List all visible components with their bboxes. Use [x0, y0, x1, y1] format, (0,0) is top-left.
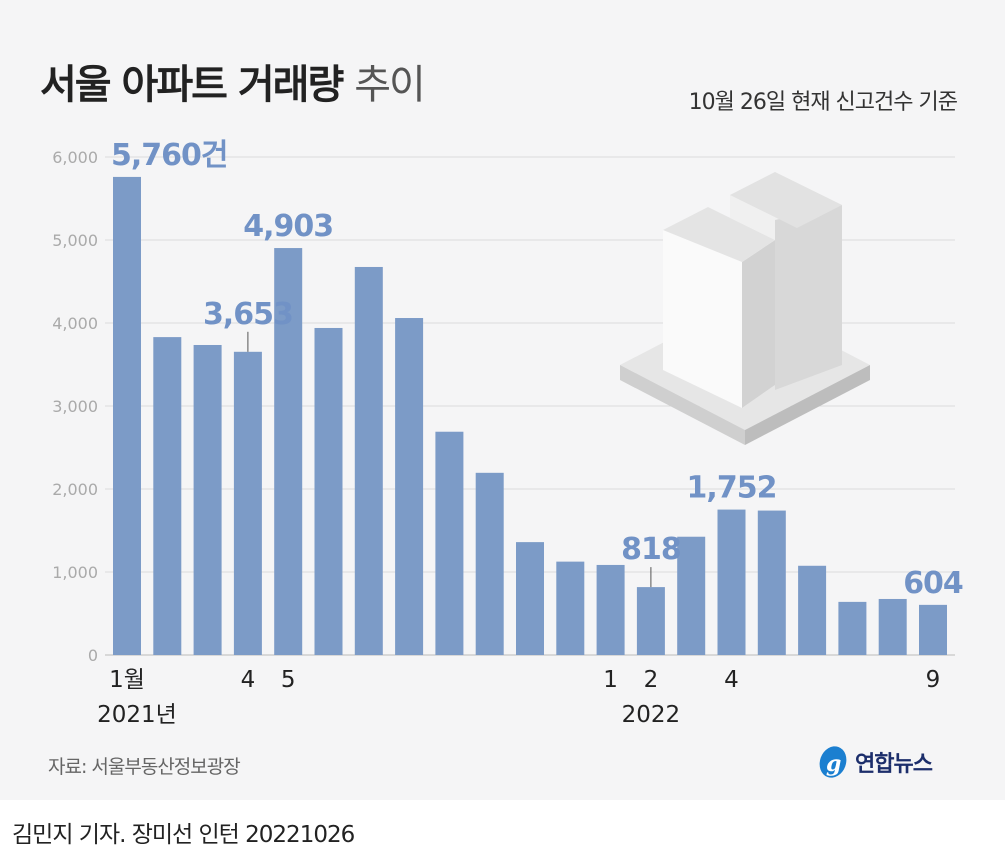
x-tick-label: 5	[281, 667, 296, 693]
bar	[153, 337, 182, 655]
bar	[314, 327, 343, 655]
data-label: 604	[903, 566, 963, 601]
bar	[919, 604, 947, 655]
bar	[354, 266, 383, 655]
yonhap-logo: g 연합뉴스	[817, 745, 933, 779]
x-tick-label: 4	[241, 667, 256, 693]
x-tick-label: 1	[603, 667, 618, 693]
bar	[475, 472, 504, 655]
data-label: 1,752	[687, 471, 777, 506]
bar-chart: 0 1,000 2,000 3,000 4,000 5,000 6,000 1월 2021년 4…	[52, 138, 964, 728]
data-label: 3,653	[203, 297, 293, 332]
y-tick-label: 2,000	[52, 480, 98, 499]
bar	[878, 598, 907, 655]
bar	[113, 176, 141, 656]
chart-subtitle: 10월 26일 현재 신고건수 기준	[688, 90, 958, 115]
building-illustration	[620, 172, 870, 445]
yonhap-logo-icon: g	[819, 746, 847, 778]
y-tick-label: 5,000	[52, 231, 98, 250]
x-year-label: 2022	[622, 702, 681, 728]
bar	[233, 351, 262, 655]
y-tick-label: 6,000	[52, 148, 98, 167]
bar	[757, 510, 786, 655]
chart-title: 서울 아파트 거래량 추이	[40, 62, 426, 108]
bar	[395, 318, 424, 655]
bar	[435, 431, 464, 655]
bar	[717, 509, 746, 655]
bar	[596, 564, 625, 655]
source-note: 자료: 서울부동산정보광장	[48, 756, 241, 778]
data-label: 4,903	[243, 209, 333, 244]
bar	[798, 565, 827, 655]
data-label: 818	[621, 532, 681, 567]
data-label: 5,760건	[111, 138, 228, 173]
bar	[677, 536, 706, 655]
bar	[516, 542, 544, 655]
y-tick-label: 3,000	[52, 397, 98, 416]
x-tick-label: 1월	[109, 667, 145, 693]
bar	[274, 248, 303, 655]
bar	[636, 587, 665, 655]
y-tick-label: 1,000	[52, 563, 98, 582]
svg-text:g: g	[826, 751, 841, 777]
bar	[838, 601, 867, 655]
bar	[193, 344, 222, 655]
y-tick-label: 4,000	[52, 314, 98, 333]
credit-line: 김민지 기자. 장미선 인턴 20221026	[12, 822, 355, 848]
x-tick-label: 2	[644, 667, 659, 693]
x-year-label: 2021년	[97, 702, 177, 728]
x-tick-label: 9	[926, 667, 941, 693]
bar	[556, 561, 585, 655]
y-tick-label: 0	[88, 646, 98, 665]
x-tick-label: 4	[724, 667, 739, 693]
